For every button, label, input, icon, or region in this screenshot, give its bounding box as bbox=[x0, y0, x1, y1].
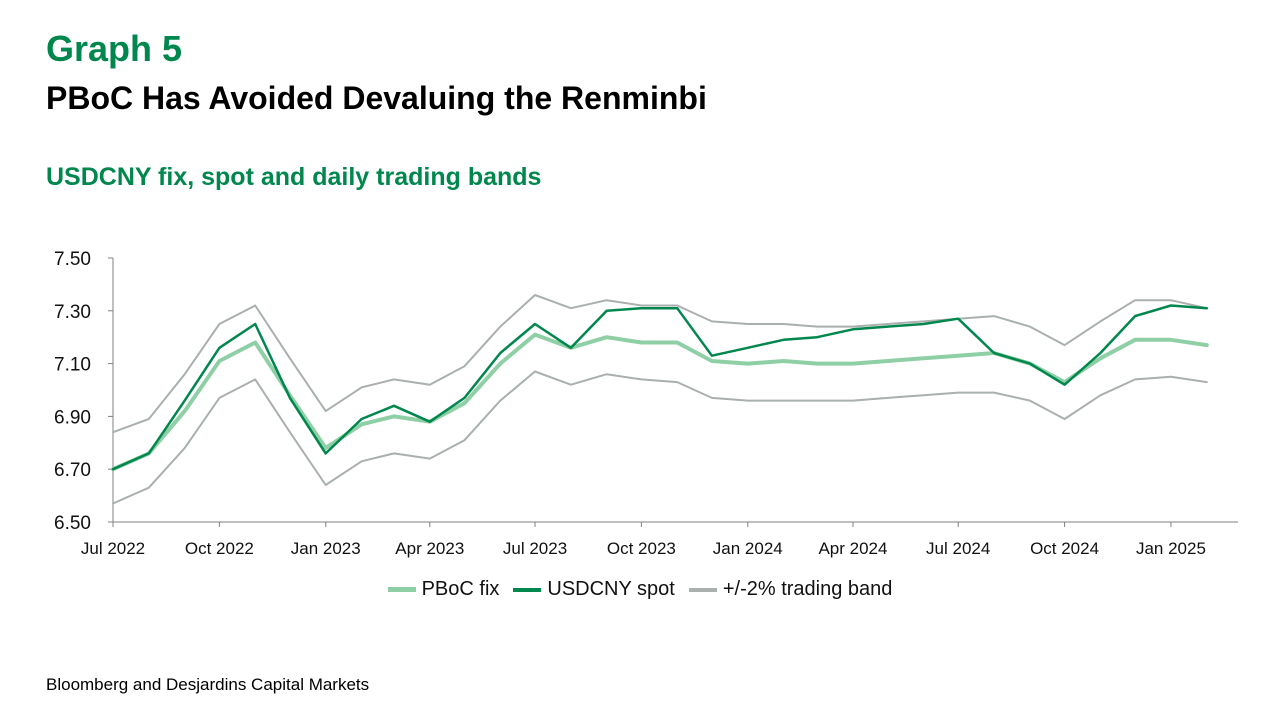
x-tick-label: Jan 2025 bbox=[1136, 539, 1206, 558]
y-tick-label: 6.90 bbox=[54, 407, 91, 428]
y-tick-label: 6.50 bbox=[54, 513, 91, 534]
legend-label-band: +/-2% trading band bbox=[722, 578, 893, 600]
x-tick-label: Oct 2022 bbox=[185, 539, 254, 558]
chart-title: PBoC Has Avoided Devaluing the Renminbi bbox=[46, 80, 707, 116]
x-tick-label: Jan 2024 bbox=[713, 539, 783, 558]
source-note: Bloomberg and Desjardins Capital Markets bbox=[46, 675, 370, 694]
graph-label: Graph 5 bbox=[46, 28, 183, 69]
y-axis: 6.50 6.70 6.90 7.10 7.30 7.50 bbox=[54, 249, 114, 534]
legend-item-spot: USDCNY spot bbox=[513, 578, 675, 601]
legend-swatch-spot bbox=[513, 587, 542, 592]
series-line-pboc-fix bbox=[111, 332, 1209, 472]
y-tick-label: 7.10 bbox=[54, 355, 91, 376]
line-chart: 6.50 6.70 6.90 7.10 7.30 7.50 Jul 2022 Oct 202… bbox=[54, 249, 1238, 558]
series-layer bbox=[111, 294, 1209, 505]
x-axis: Jul 2022 Oct 2022 Jan 2023 Apr 2023 Jul 2023… bbox=[81, 521, 1238, 558]
series-line-upper-band bbox=[112, 294, 1208, 434]
series-line-lower-band bbox=[112, 370, 1208, 505]
legend-label-fix: PBoC fix bbox=[421, 578, 500, 600]
x-tick-label: Jul 2022 bbox=[81, 539, 145, 558]
series-line-usdcny-spot bbox=[111, 304, 1209, 471]
x-tick-label: Oct 2024 bbox=[1030, 539, 1099, 558]
x-tick-label: Jul 2023 bbox=[503, 539, 567, 558]
x-tick-label: Jul 2024 bbox=[926, 539, 990, 558]
y-tick-label: 7.50 bbox=[54, 249, 91, 270]
y-tick-label: 7.30 bbox=[54, 302, 91, 323]
legend-item-fix: PBoC fix bbox=[387, 578, 500, 601]
x-tick-label: Oct 2023 bbox=[607, 539, 676, 558]
legend-swatch-fix bbox=[387, 587, 416, 592]
y-tick-label: 6.70 bbox=[54, 460, 91, 481]
legend-label-spot: USDCNY spot bbox=[547, 578, 675, 600]
legend-item-band: +/-2% trading band bbox=[688, 578, 893, 601]
x-tick-label: Apr 2023 bbox=[395, 539, 464, 558]
x-tick-label: Jan 2023 bbox=[291, 539, 361, 558]
legend: PBoC fix USDCNY spot +/-2% trading band bbox=[0, 578, 1280, 601]
legend-swatch-band bbox=[688, 587, 717, 592]
x-tick-label: Apr 2024 bbox=[818, 539, 887, 558]
chart-subtitle: USDCNY fix, spot and daily trading bands bbox=[46, 163, 542, 191]
